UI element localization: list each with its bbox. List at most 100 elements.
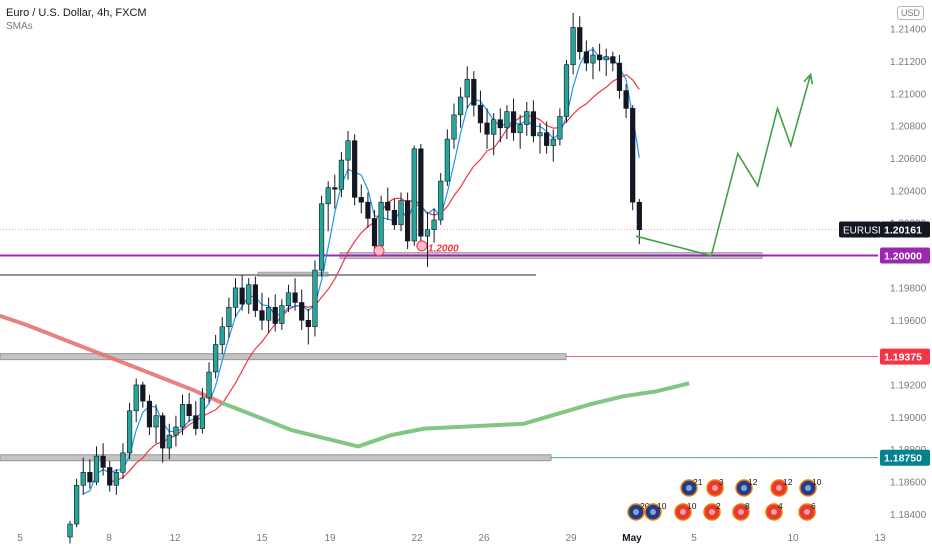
economic-event-icon[interactable]: 12 (735, 477, 758, 497)
candle-body (550, 138, 556, 146)
sma-slow-line (222, 381, 690, 449)
candle (418, 143, 424, 242)
economic-event-icon[interactable]: 8 (732, 501, 750, 521)
candle-body (226, 307, 232, 328)
economic-event-icon[interactable]: 12 (770, 477, 793, 497)
candle-body (299, 302, 305, 321)
candle (325, 181, 331, 232)
candle (265, 297, 272, 334)
economic-event-icon[interactable]: 10 (644, 501, 667, 521)
candle (537, 122, 543, 154)
last-price-label: 1.20161 (884, 225, 922, 237)
event-flag-mark (686, 485, 692, 491)
price-label-box (880, 348, 930, 365)
level-box (0, 454, 552, 462)
candle-body (438, 180, 444, 221)
event-count: 8 (745, 501, 750, 511)
candle (232, 278, 239, 318)
candle-body (636, 201, 642, 230)
candle (239, 274, 245, 311)
economic-event-icon[interactable]: 3 (706, 477, 724, 497)
candle (206, 362, 212, 403)
symbol-tag-box (839, 221, 881, 238)
candle (550, 129, 556, 162)
candle (166, 423, 172, 460)
sma-fast-line (82, 48, 640, 495)
candle-body (74, 484, 80, 525)
candle-body (107, 467, 113, 486)
candle (411, 145, 417, 246)
price-label-box (880, 247, 930, 264)
event-count: 12 (748, 477, 758, 487)
candle (378, 195, 384, 251)
candle-body (166, 434, 172, 449)
candle (67, 520, 73, 544)
candle-body (623, 90, 629, 109)
candle (517, 114, 523, 149)
economic-event-icon[interactable]: 4 (765, 501, 783, 521)
economic-event-icon[interactable]: 21 (680, 477, 703, 497)
candle (133, 378, 139, 423)
candle-body (87, 472, 93, 483)
horizontal-levels (0, 229, 878, 462)
candle-body (160, 415, 166, 449)
candle-body (603, 56, 609, 61)
candle (596, 43, 603, 72)
candle-body (477, 104, 484, 124)
candle-body (113, 472, 119, 486)
candle (318, 195, 325, 277)
y-tick-label: 1.18600 (890, 478, 927, 489)
indicator-label[interactable]: SMAs (6, 21, 33, 32)
price-label-box (880, 449, 930, 466)
x-tick-label: 5 (691, 533, 697, 544)
candle (93, 446, 100, 486)
candle-body (630, 108, 636, 203)
candle (285, 284, 292, 313)
candle (457, 87, 464, 128)
candle-body (358, 197, 364, 203)
candle (603, 48, 609, 77)
candle-body (213, 344, 219, 373)
event-flag-mark (650, 509, 656, 515)
candle-body (272, 307, 278, 324)
candle-body (120, 452, 126, 473)
event-flag-mark (633, 509, 639, 515)
candle-body (398, 200, 404, 226)
candle (630, 105, 636, 211)
candle-body (246, 284, 252, 305)
price-axis: 1.184001.186001.188001.190001.192001.194… (839, 25, 930, 521)
candle (100, 443, 106, 476)
economic-event-icon[interactable]: 2 (703, 501, 721, 521)
candle-body (524, 111, 530, 125)
candle (113, 469, 119, 495)
candle (186, 393, 192, 423)
candle-body (318, 203, 325, 271)
x-tick-label: 19 (324, 533, 336, 544)
candle (246, 278, 252, 314)
candle (477, 90, 484, 133)
candle (299, 289, 305, 330)
candle-body (583, 51, 589, 64)
candle (312, 260, 318, 337)
economic-event-icon[interactable]: 10 (674, 501, 697, 521)
candle-body (345, 140, 351, 161)
candle-body (405, 200, 411, 242)
sma-slow-line-red (0, 313, 222, 405)
candle (577, 16, 583, 60)
event-flag-mark (738, 509, 744, 515)
economic-event-icon[interactable]: 20 (627, 501, 650, 521)
time-axis: 5 8 12 15 19 22 26 29 May 5 10 13 (17, 533, 886, 544)
x-tick-label: 12 (169, 533, 181, 544)
candle (80, 457, 86, 495)
candle-body (590, 54, 596, 64)
candle (405, 192, 411, 250)
candle-body (616, 62, 623, 91)
y-tick-label: 1.21400 (890, 25, 927, 36)
candle (616, 54, 623, 99)
x-tick-label: 22 (411, 533, 423, 544)
economic-event-icon[interactable]: 10 (799, 477, 822, 497)
candle (352, 134, 358, 206)
economic-event-icon[interactable]: 6 (798, 501, 816, 521)
currency-badge[interactable]: USD (896, 6, 924, 20)
